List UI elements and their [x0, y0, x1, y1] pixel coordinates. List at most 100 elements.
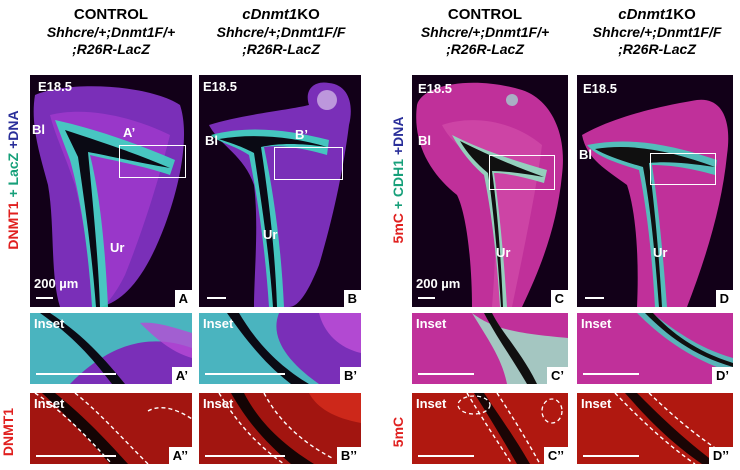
title-prefix: c	[618, 6, 627, 23]
inset-label: Inset	[203, 316, 234, 331]
title-gene: Dnmt1	[626, 6, 674, 23]
side-label-left-main: DNMT1 + LacZ +DNA	[5, 95, 25, 265]
panel-c-prime: Inset C’	[412, 313, 568, 384]
panel-label: B’’	[336, 447, 361, 464]
panel-c-image	[416, 82, 563, 307]
title-suffix: KO	[297, 6, 320, 23]
scale-bar	[207, 297, 226, 299]
label-plus: +	[5, 185, 21, 202]
panel-label: B	[343, 290, 361, 307]
header-col-1: CONTROL Shhcre/+;Dnmt1F/+ ;R26R-LacZ	[26, 6, 196, 58]
header-genotype-line2: ;R26R-LacZ	[242, 41, 320, 57]
inset-label: Inset	[416, 396, 447, 411]
label-plus: +	[390, 197, 406, 214]
inset-region-box	[119, 145, 186, 178]
scale-label: 200 µm	[416, 276, 461, 291]
panel-c: E18.5 Bl Ur 200 µm C	[412, 75, 568, 307]
header-title: CONTROL	[447, 6, 523, 23]
header-title: cDnmt1KO	[196, 6, 366, 24]
panel-b-prime: Inset B’	[199, 313, 361, 384]
label-cdh1: CDH1	[390, 158, 406, 198]
scale-bar	[583, 455, 639, 457]
inset-region-box	[489, 155, 555, 190]
label-dna: DNA	[390, 116, 406, 147]
inset-label: Inset	[416, 316, 447, 331]
panel-d-double-prime: Inset D’’	[577, 393, 733, 464]
label-lacz: LacZ	[5, 152, 21, 186]
inset-region-box	[650, 153, 716, 185]
label-dnmt1: DNMT1	[5, 201, 21, 250]
side-label-right-bottom: 5mC	[390, 416, 406, 448]
urethra-label: Ur	[110, 240, 125, 255]
inset-image	[30, 313, 192, 384]
scale-bar	[36, 373, 116, 375]
scale-bar	[205, 373, 285, 375]
panel-label: A	[174, 290, 192, 307]
panel-c-double-prime: Inset C’’	[412, 393, 568, 464]
panel-label: D’’	[708, 447, 733, 464]
panel-d-image	[582, 99, 729, 307]
stage-label: E18.5	[203, 79, 237, 94]
urethra-label: Ur	[263, 227, 278, 242]
header-col-2: cDnmt1KO Shhcre/+;Dnmt1F/F ;R26R-LacZ	[196, 6, 366, 58]
panel-b-double-prime: Inset B’’	[199, 393, 361, 464]
inset-image	[457, 393, 563, 464]
title-suffix: KO	[673, 6, 696, 23]
stage-label: E18.5	[418, 81, 452, 96]
panel-b-image	[209, 82, 351, 307]
bladder-label: Bl	[32, 122, 45, 137]
header-genotype-line1: Shhcre/+;Dnmt1F/F	[216, 24, 346, 40]
stage-label: E18.5	[583, 81, 617, 96]
header-title: CONTROL	[73, 6, 149, 23]
scale-bar	[205, 455, 285, 457]
inset-region-label: A’	[123, 125, 136, 140]
scale-label: 200 µm	[34, 276, 79, 291]
inset-image	[218, 393, 361, 464]
scale-bar	[583, 373, 639, 375]
bladder-label: Bl	[579, 147, 592, 162]
label-5mc: 5mC	[390, 213, 406, 244]
inset-label: Inset	[203, 396, 234, 411]
inset-label: Inset	[34, 396, 65, 411]
inset-label: Inset	[34, 316, 65, 331]
panel-label: D’	[712, 367, 733, 384]
stage-label: E18.5	[38, 79, 72, 94]
inset-image	[199, 313, 361, 384]
header-genotype-line1: Shhcre/+;Dnmt1F/+	[46, 24, 176, 40]
panel-label: A’’	[168, 447, 192, 464]
inset-region-box	[274, 147, 343, 180]
header-genotype-line1: Shhcre/+;Dnmt1F/+	[420, 24, 550, 40]
inset-image	[472, 313, 568, 384]
scale-bar	[418, 297, 435, 299]
panel-label: D	[715, 290, 733, 307]
side-label-right-main: 5mC + CDH1 +DNA	[390, 95, 410, 265]
inset-image	[614, 393, 730, 464]
scale-bar	[418, 373, 474, 375]
panel-a-prime: Inset A’	[30, 313, 192, 384]
panel-label: C	[550, 290, 568, 307]
bladder-label: Bl	[205, 133, 218, 148]
side-label-left-bottom: DNMT1	[0, 407, 16, 457]
header-genotype-line1: Shhcre/+;Dnmt1F/F	[592, 24, 722, 40]
header-col-3: CONTROL Shhcre/+;Dnmt1F/+ ;R26R-LacZ	[400, 6, 570, 58]
panel-label: B’	[340, 367, 361, 384]
inset-image	[637, 313, 733, 373]
title-gene: Dnmt1	[250, 6, 298, 23]
panel-d: E18.5 Bl Ur D	[577, 75, 733, 307]
scale-bar	[585, 297, 604, 299]
header-col-4: cDnmt1KO Shhcre/+;Dnmt1F/F ;R26R-LacZ	[572, 6, 740, 58]
header-genotype-line2: ;R26R-LacZ	[618, 41, 696, 57]
inset-region-label: B’	[295, 127, 308, 142]
panel-a-double-prime: Inset A’’	[30, 393, 192, 464]
panel-label: C’’	[543, 447, 568, 464]
label-dna: DNA	[5, 110, 21, 141]
header-genotype-line2: ;R26R-LacZ	[446, 41, 524, 57]
scale-bar	[36, 455, 116, 457]
scale-bar	[418, 455, 474, 457]
panel-d-prime: Inset D’	[577, 313, 733, 384]
scale-bar	[36, 297, 53, 299]
panel-a-image	[33, 86, 185, 307]
urethra-label: Ur	[653, 245, 668, 260]
header-title: cDnmt1KO	[572, 6, 740, 24]
label-plus: +	[390, 146, 406, 159]
